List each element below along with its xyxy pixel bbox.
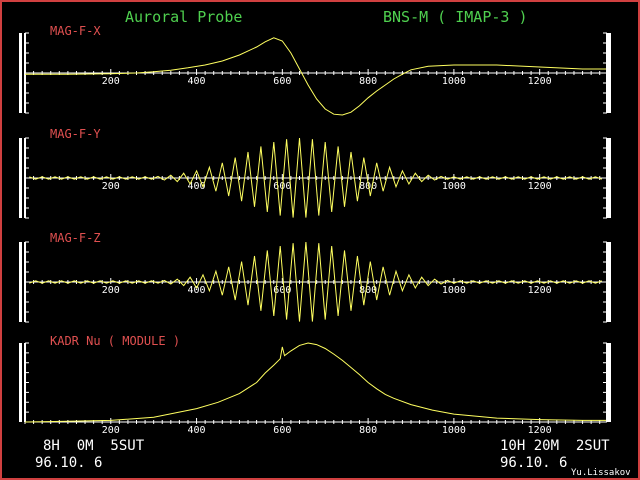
x-tick-label: 200 — [102, 181, 120, 192]
right-axis-bar — [608, 33, 611, 113]
x-tick-label: 200 — [102, 425, 120, 436]
x-tick-label: 1000 — [442, 181, 466, 192]
left-title: Auroral Probe — [125, 8, 242, 26]
panel-label-z: MAG-F-Z — [50, 231, 101, 245]
x-tick-label: 800 — [359, 181, 377, 192]
x-tick-label: 600 — [273, 285, 291, 296]
series-line-4 — [24, 342, 607, 423]
x-tick-label: 800 — [359, 76, 377, 87]
x-tick-label: 1000 — [442, 285, 466, 296]
x-tick-label: 1200 — [528, 76, 552, 87]
x-tick-label: 1200 — [528, 285, 552, 296]
start-time: 8H 0M 5SUT — [43, 438, 145, 454]
series-line-3 — [29, 241, 603, 322]
series-line-2 — [29, 137, 603, 218]
x-tick-label: 1200 — [528, 425, 552, 436]
panel-label-y: MAG-F-Y — [50, 127, 101, 141]
series-line-1 — [25, 37, 607, 116]
panel-label-x: MAG-F-X — [50, 24, 101, 38]
x-tick-label: 400 — [188, 425, 206, 436]
signature: Yu.Lissakov — [571, 468, 631, 478]
end-time: 10H 20M 2SUT — [500, 438, 610, 454]
x-tick-label: 1000 — [442, 76, 466, 87]
x-tick-label: 400 — [188, 181, 206, 192]
right-axis-bar — [608, 138, 611, 218]
right-title: BNS-M ( IMAP-3 ) — [383, 8, 528, 26]
x-tick-label: 1200 — [528, 181, 552, 192]
end-date: 96.10. 6 — [500, 455, 567, 471]
x-tick-label: 1000 — [442, 425, 466, 436]
left-axis-bar — [19, 138, 22, 218]
x-tick-label: 400 — [188, 76, 206, 87]
right-axis-bar — [608, 343, 611, 422]
x-tick-label: 200 — [102, 76, 120, 87]
panel-label-module: KADR Nu ( MODULE ) — [50, 334, 180, 348]
x-tick-label: 600 — [273, 76, 291, 87]
x-tick-label: 400 — [188, 285, 206, 296]
start-date: 96.10. 6 — [35, 455, 102, 471]
x-tick-label: 600 — [273, 425, 291, 436]
x-tick-label: 200 — [102, 285, 120, 296]
x-tick-label: 800 — [359, 285, 377, 296]
left-axis-bar — [19, 343, 22, 422]
right-axis-bar — [608, 242, 611, 322]
left-axis-bar — [19, 33, 22, 113]
x-tick-label: 800 — [359, 425, 377, 436]
left-axis-bar — [19, 242, 22, 322]
